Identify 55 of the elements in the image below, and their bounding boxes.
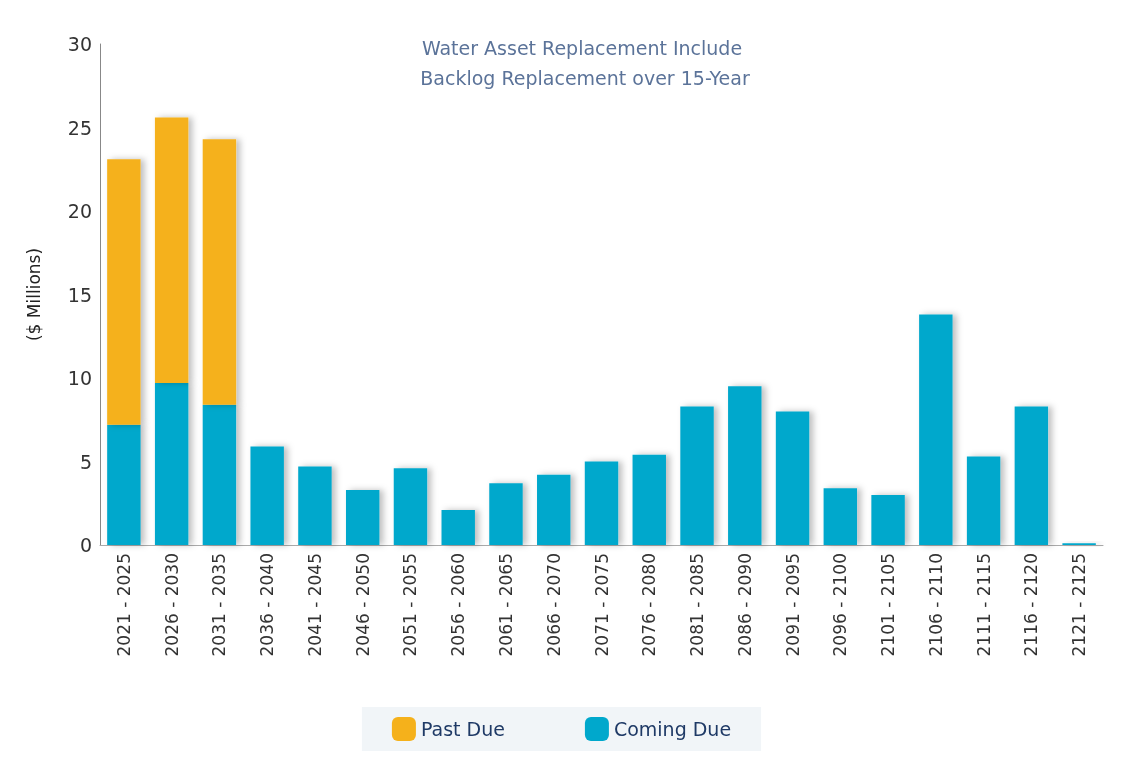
x-tick-label: 2096 - 2100 (830, 553, 851, 657)
bar (250, 446, 284, 545)
bar (202, 139, 237, 405)
bar (537, 474, 571, 545)
x-tick-label: 2061 - 2065 (495, 553, 516, 657)
bar (441, 509, 475, 545)
x-tick-label: 2066 - 2070 (543, 553, 564, 657)
x-tick-label: 2036 - 2040 (257, 553, 278, 657)
x-tick-label: 2121 - 2125 (1069, 553, 1090, 657)
x-tick-label: 2076 - 2080 (639, 553, 660, 657)
bar (489, 483, 523, 545)
bar (919, 314, 953, 545)
bar (345, 489, 380, 545)
x-tick-label: 2086 - 2090 (734, 553, 755, 657)
bar (728, 386, 762, 545)
x-tick-label: 2106 - 2110 (925, 553, 946, 657)
y-tick-label: 5 (79, 450, 92, 473)
bar (871, 494, 905, 545)
y-tick-label: 20 (67, 200, 92, 222)
x-tick-label: 2081 - 2085 (687, 553, 708, 657)
x-tick-label: 2026 - 2030 (161, 553, 182, 657)
bar (202, 404, 237, 545)
x-tick-label: 2111 - 2115 (973, 553, 994, 657)
chart-title: Water Asset Replacement Include Backlog Replacement over 15-Year (420, 37, 750, 89)
x-tick-label: 2031 - 2035 (209, 553, 230, 657)
x-tick-label: 2071 - 2075 (591, 553, 612, 657)
x-tick-label: 2091 - 2095 (782, 553, 803, 657)
y-tick-label: 30 (67, 33, 92, 55)
bar (823, 488, 858, 545)
legend-label: Coming Due (613, 718, 732, 740)
y-axis-title: ($ Millions) (23, 247, 44, 342)
x-tick-label: 2116 - 2120 (1021, 553, 1042, 657)
legend-label: Past Due (420, 718, 505, 740)
bar (680, 406, 714, 545)
bar (393, 468, 428, 545)
x-tick-label: 2051 - 2055 (400, 553, 421, 657)
y-tick-label: 10 (67, 367, 92, 389)
bar (107, 424, 141, 545)
x-tick-label: 2101 - 2105 (878, 553, 899, 657)
x-tick-label: 2056 - 2060 (448, 553, 469, 657)
x-tick-label: 2046 - 2050 (352, 553, 373, 657)
bar (298, 466, 332, 545)
bar (775, 411, 810, 545)
x-tick-label: 2041 - 2045 (304, 553, 325, 657)
x-tick-label: 2021 - 2025 (113, 553, 134, 657)
y-tick-label: 25 (67, 116, 92, 139)
bar (584, 461, 619, 545)
bar (966, 456, 1001, 545)
y-tick-label: 15 (67, 283, 92, 306)
bar (1014, 406, 1049, 545)
bar (154, 117, 189, 384)
bar (154, 383, 189, 545)
y-tick-label: 0 (79, 534, 92, 556)
bar (107, 159, 141, 425)
bar (632, 454, 666, 545)
